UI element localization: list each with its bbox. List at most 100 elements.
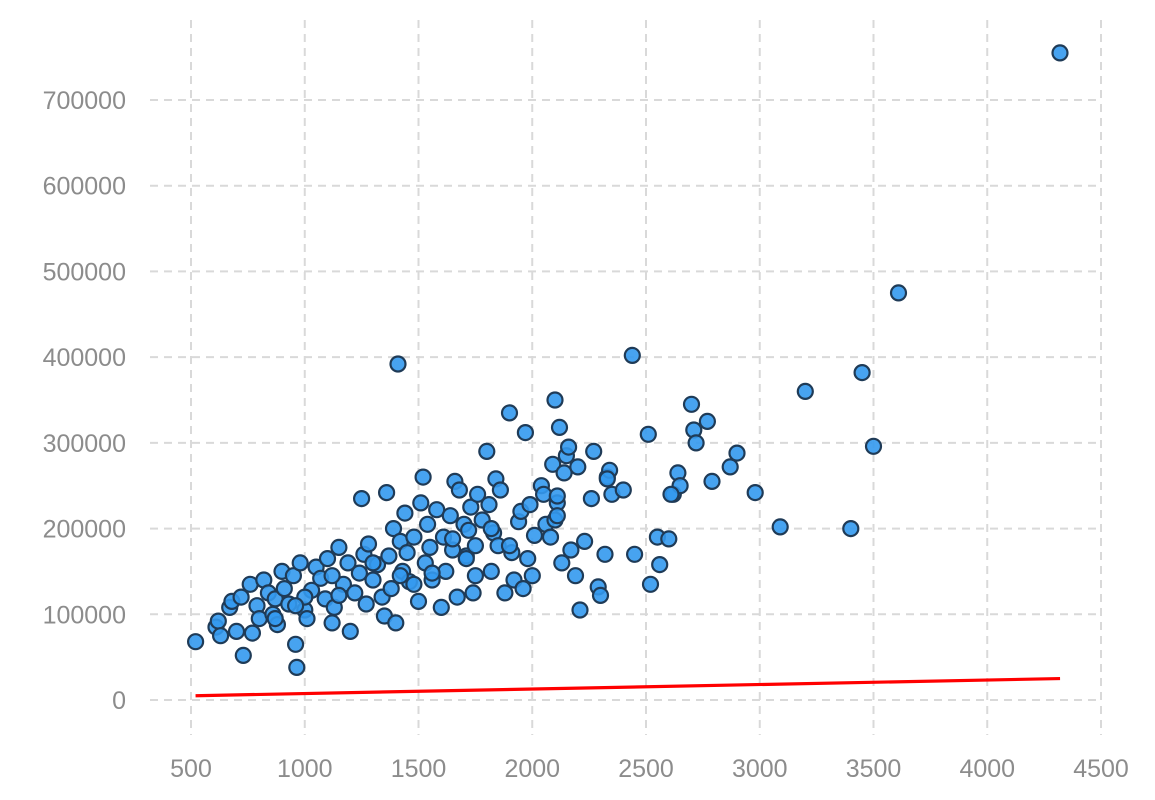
data-point xyxy=(466,567,484,585)
data-point xyxy=(853,364,871,382)
data-point xyxy=(364,554,382,572)
data-point xyxy=(521,496,539,514)
data-point xyxy=(464,584,482,602)
data-point xyxy=(703,472,721,490)
data-point xyxy=(555,464,573,482)
data-point xyxy=(519,549,537,568)
data-point xyxy=(353,490,371,508)
x-tick-label: 500 xyxy=(170,755,212,783)
x-tick-label: 3500 xyxy=(846,755,902,783)
data-point xyxy=(585,442,603,460)
grid xyxy=(150,20,1102,735)
data-point xyxy=(462,498,480,516)
data-point xyxy=(412,494,430,512)
data-point xyxy=(625,545,644,563)
data-point xyxy=(357,595,375,613)
y-tick-label: 0 xyxy=(112,687,126,715)
data-point xyxy=(298,609,316,628)
data-point xyxy=(525,526,544,545)
data-point xyxy=(457,549,475,568)
data-point xyxy=(323,614,341,632)
data-point xyxy=(623,346,641,364)
data-point xyxy=(323,567,341,585)
data-point xyxy=(266,609,284,628)
data-point xyxy=(423,564,441,582)
data-point xyxy=(771,518,789,536)
y-tick-label: 400000 xyxy=(43,344,126,372)
data-point xyxy=(444,530,462,548)
data-point xyxy=(330,538,348,557)
data-point xyxy=(562,541,580,559)
y-tick-label: 200000 xyxy=(43,516,126,544)
data-point xyxy=(466,537,484,555)
x-tick-label: 4000 xyxy=(959,755,1015,783)
data-point xyxy=(421,538,439,557)
data-point xyxy=(596,545,614,563)
data-point xyxy=(500,404,519,422)
data-point xyxy=(682,395,701,413)
data-point xyxy=(516,424,535,442)
data-point xyxy=(419,515,437,533)
y-tick-label: 500000 xyxy=(43,258,126,286)
data-point xyxy=(534,485,553,503)
x-tick-label: 4500 xyxy=(1073,755,1129,783)
fit-line-layer xyxy=(195,676,1061,698)
data-point xyxy=(491,481,509,499)
data-point xyxy=(500,537,519,555)
data-point xyxy=(478,442,496,460)
data-point xyxy=(318,549,337,568)
data-point xyxy=(275,579,293,598)
data-point xyxy=(660,530,678,548)
data-point xyxy=(432,598,450,617)
data-point xyxy=(553,554,571,572)
data-point xyxy=(548,487,566,505)
data-point xyxy=(721,458,739,476)
data-point xyxy=(864,437,883,455)
data-point xyxy=(287,635,305,653)
data-point xyxy=(548,507,566,525)
data-point xyxy=(339,554,357,572)
data-point xyxy=(460,521,478,539)
data-points xyxy=(187,44,1069,677)
y-tick-label: 600000 xyxy=(43,173,126,201)
data-point xyxy=(380,547,398,565)
data-point xyxy=(232,588,250,606)
data-point xyxy=(341,622,359,641)
x-tick-label: 3000 xyxy=(732,755,788,783)
data-point xyxy=(482,519,500,538)
data-point xyxy=(482,562,500,581)
fit-line xyxy=(195,676,1061,698)
data-point xyxy=(1051,44,1069,62)
data-point xyxy=(796,382,814,400)
x-axis-ticks: 500 1000 1500 2000 2500 3000 3500 4000 4500 xyxy=(170,755,1129,783)
data-point xyxy=(614,481,632,499)
data-point xyxy=(187,633,205,651)
y-axis-ticks: 0 100000 200000 300000 400000 500000 600000 700… xyxy=(43,87,126,715)
data-point xyxy=(469,485,487,503)
data-point xyxy=(662,485,680,503)
data-point xyxy=(842,519,860,538)
data-point xyxy=(234,646,252,665)
data-point xyxy=(350,564,368,582)
data-point xyxy=(651,555,669,574)
data-point xyxy=(687,434,705,452)
data-point xyxy=(550,418,569,436)
data-point xyxy=(288,658,306,677)
data-point xyxy=(480,496,498,514)
y-tick-label: 100000 xyxy=(43,601,126,629)
data-point xyxy=(598,470,616,488)
data-point xyxy=(227,622,246,641)
data-point xyxy=(405,528,423,546)
data-point xyxy=(889,284,908,302)
data-point xyxy=(291,554,309,572)
data-point xyxy=(243,624,261,642)
data-point xyxy=(382,579,400,598)
x-tick-label: 2000 xyxy=(504,755,560,783)
data-point xyxy=(364,571,382,589)
data-point xyxy=(544,455,562,473)
data-point xyxy=(575,532,594,551)
data-point xyxy=(639,425,657,443)
data-point xyxy=(414,468,432,486)
data-point xyxy=(284,567,302,585)
